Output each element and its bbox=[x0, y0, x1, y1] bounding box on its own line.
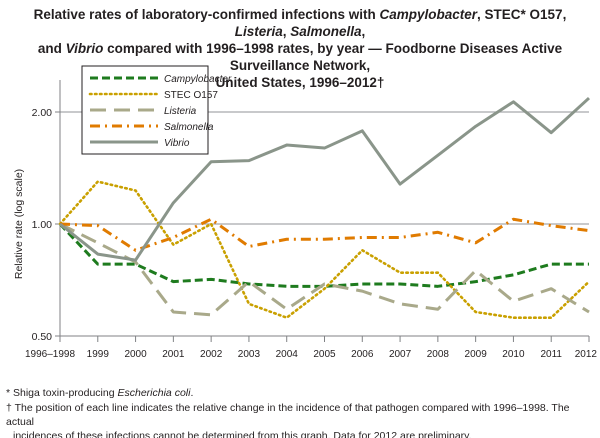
x-tick-label: 2011 bbox=[540, 349, 562, 360]
x-tick-label: 2002 bbox=[200, 349, 223, 360]
x-tick-label: 2006 bbox=[351, 349, 374, 360]
series-line-campylobacter bbox=[58, 222, 589, 288]
x-tick-label: 2001 bbox=[162, 349, 185, 360]
legend-label: Campylobacter bbox=[164, 74, 232, 85]
legend-label: STEC O157 bbox=[164, 90, 218, 101]
y-axis-label: Relative rate (log scale) bbox=[13, 169, 25, 279]
footnote-1: * Shiga toxin-producing Escherichia coli… bbox=[6, 387, 194, 399]
footnote-2: † The position of each line indicates th… bbox=[6, 402, 570, 438]
x-tick-label: 2008 bbox=[427, 349, 450, 360]
x-tick-label: 1999 bbox=[87, 349, 110, 360]
legend-label: Listeria bbox=[164, 106, 197, 117]
chart-title: Relative rates of laboratory-confirmed i… bbox=[33, 7, 567, 90]
x-tick-label: 2007 bbox=[389, 349, 412, 360]
x-tick-label: 2012 bbox=[575, 349, 598, 360]
x-tick-label: 2009 bbox=[465, 349, 488, 360]
x-tick-label: 1996–1998 bbox=[25, 349, 75, 360]
x-tick-label: 2010 bbox=[502, 349, 525, 360]
y-tick-label: 2.00 bbox=[32, 107, 53, 119]
x-tick-label: 2005 bbox=[313, 349, 336, 360]
series-line-listeria bbox=[59, 222, 590, 317]
legend-label: Salmonella bbox=[164, 122, 214, 133]
x-tick-label: 2003 bbox=[238, 349, 261, 360]
y-tick-label: 1.00 bbox=[32, 219, 53, 231]
x-tick-label: 2004 bbox=[276, 349, 299, 360]
x-tick-label: 2000 bbox=[124, 349, 147, 360]
y-tick-label: 0.50 bbox=[32, 331, 53, 343]
legend-label: Vibrio bbox=[164, 138, 190, 149]
